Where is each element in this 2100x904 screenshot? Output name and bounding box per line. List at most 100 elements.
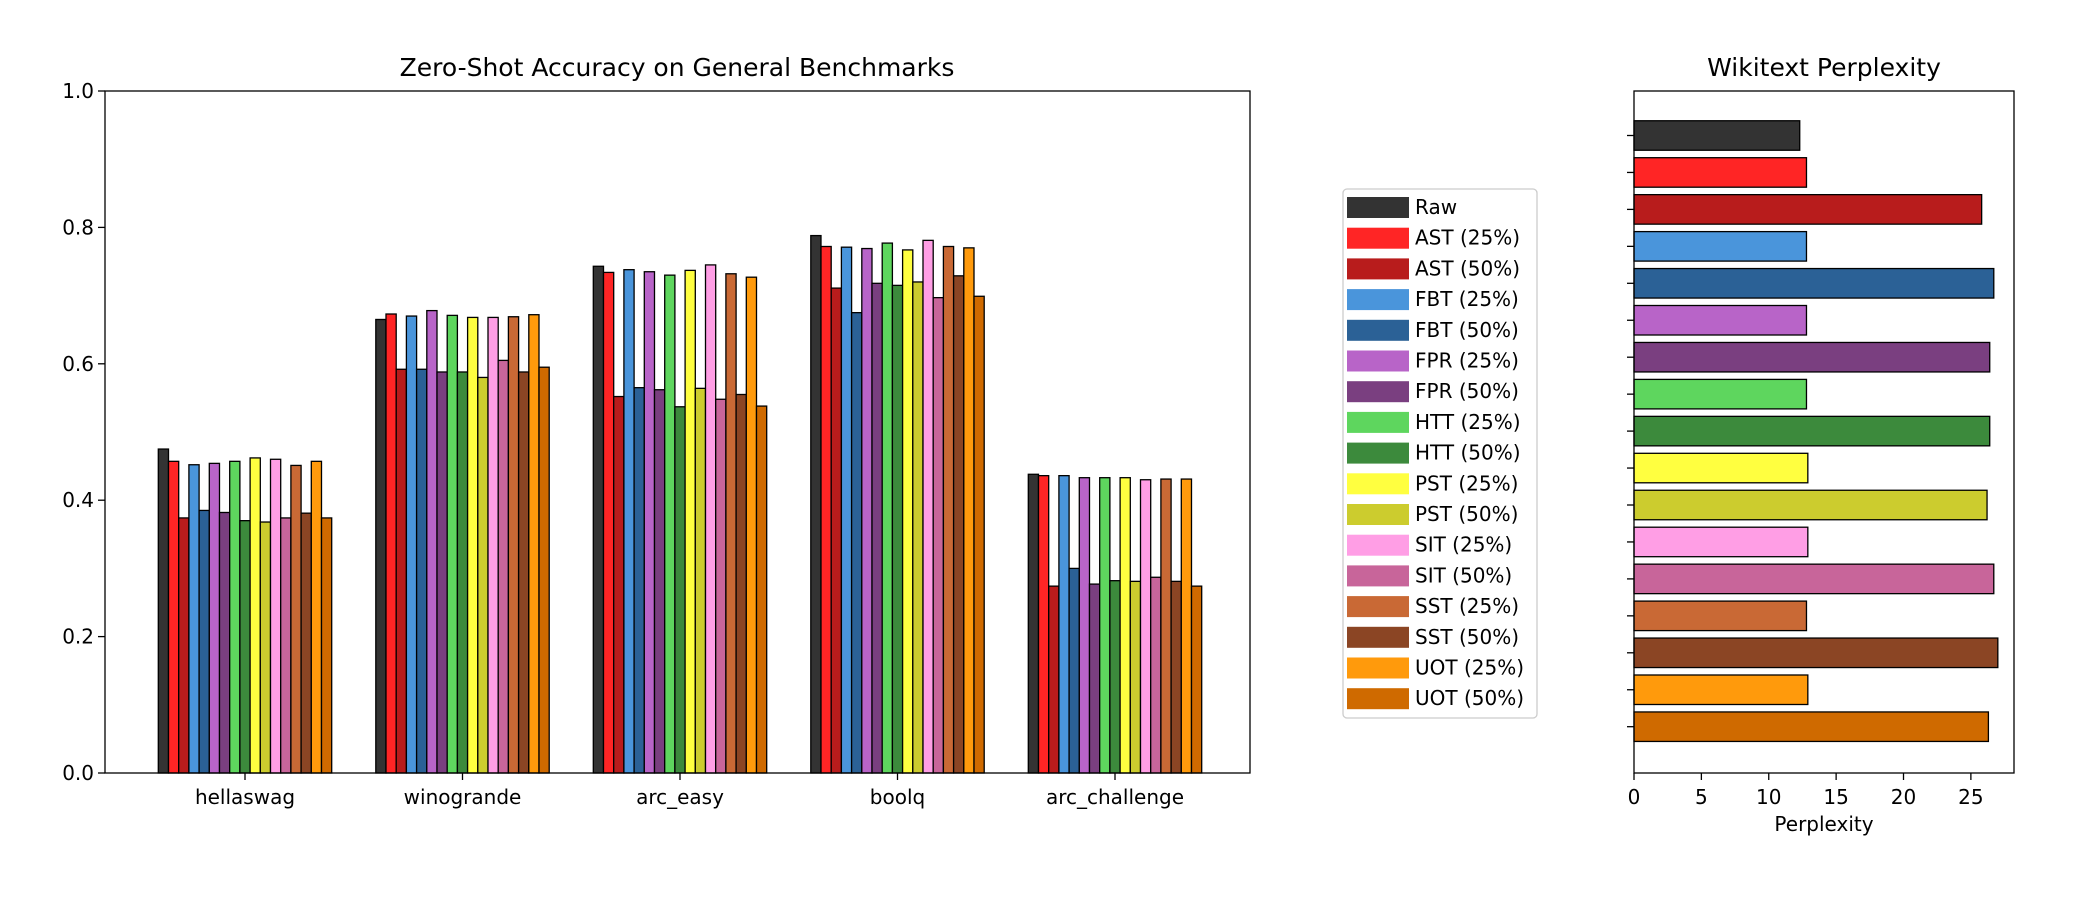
accuracy-bar — [517, 371, 530, 774]
perplexity-x-tick-label: 15 — [1823, 785, 1848, 809]
accuracy-bar — [280, 517, 292, 774]
accuracy-bar — [1139, 479, 1152, 774]
accuracy-bar — [436, 371, 448, 774]
accuracy-chart: Zero-Shot Accuracy on General Benchmarks… — [62, 53, 1251, 809]
accuracy-bar — [1170, 580, 1182, 774]
legend-swatch — [1347, 411, 1409, 433]
legend-label: HTT (25%) — [1415, 410, 1521, 434]
accuracy-bar — [643, 271, 656, 774]
legend-label: FBT (25%) — [1415, 287, 1519, 311]
perplexity-plot-frame — [1633, 90, 2015, 774]
perplexity-x-tick-label: 25 — [1958, 785, 1983, 809]
accuracy-y-tick-label: 0.8 — [62, 215, 94, 239]
accuracy-bar — [664, 274, 676, 774]
legend-swatch — [1347, 381, 1409, 403]
accuracy-bar — [820, 245, 832, 774]
accuracy-bar — [684, 269, 696, 774]
legend-swatch — [1347, 319, 1409, 341]
accuracy-bar — [1037, 474, 1050, 774]
accuracy-bar — [674, 406, 686, 774]
legend-label: FPR (50%) — [1415, 379, 1519, 403]
accuracy-bar — [973, 295, 985, 774]
legend-label: SST (50%) — [1415, 625, 1519, 649]
legend-swatch — [1347, 350, 1409, 372]
accuracy-bar — [375, 318, 387, 774]
perplexity-bar — [1633, 230, 1808, 262]
accuracy-bar — [745, 276, 758, 774]
accuracy-x-tick-label: arc_challenge — [1046, 785, 1184, 809]
perplexity-bar — [1633, 267, 1995, 299]
accuracy-bar — [592, 265, 605, 774]
perplexity-bar — [1633, 674, 1809, 706]
accuracy-bar — [218, 511, 231, 774]
legend-label: AST (25%) — [1415, 226, 1520, 250]
accuracy-y-tick-label: 0.4 — [62, 488, 94, 512]
accuracy-plot-frame — [104, 90, 1251, 774]
accuracy-y-axis: 0.0 0.2 0.4 0.6 0.8 1.0 — [62, 79, 105, 785]
legend-swatch — [1347, 227, 1409, 249]
legend-swatch — [1347, 504, 1409, 525]
accuracy-bar — [1129, 580, 1142, 774]
legend-label: SST (25%) — [1415, 594, 1519, 618]
accuracy-bar — [477, 376, 489, 774]
legend-swatch — [1347, 596, 1409, 618]
accuracy-y-tick-label: 1.0 — [62, 79, 94, 103]
perplexity-bar — [1633, 563, 1995, 595]
accuracy-bar — [1048, 585, 1060, 774]
accuracy-bar — [810, 234, 822, 774]
accuracy-bar — [466, 316, 479, 774]
accuracy-bar — [385, 313, 397, 774]
accuracy-bar — [198, 509, 210, 774]
legend-swatch — [1347, 197, 1409, 218]
accuracy-bar — [157, 448, 170, 774]
accuracy-bar — [167, 460, 180, 774]
accuracy-bar — [735, 393, 747, 774]
accuracy-bar — [290, 464, 302, 774]
legend-swatch — [1347, 565, 1409, 587]
accuracy-bar — [653, 389, 666, 774]
accuracy-bar — [830, 287, 843, 774]
perplexity-chart-title: Wikitext Perplexity — [1707, 53, 1941, 82]
accuracy-bar — [623, 269, 635, 774]
accuracy-bar — [249, 457, 261, 774]
accuracy-bar — [881, 242, 894, 774]
legend-swatch — [1347, 258, 1409, 280]
accuracy-chart-title: Zero-Shot Accuracy on General Benchmarks — [400, 53, 955, 82]
legend-label: Raw — [1415, 195, 1457, 219]
accuracy-bar — [725, 273, 737, 774]
perplexity-y-axis — [1627, 134, 1634, 728]
accuracy-bar — [497, 359, 510, 774]
accuracy-x-axis: hellaswag winogrande arc_easy boolq arc_chal… — [195, 773, 1184, 809]
accuracy-bar — [861, 247, 873, 774]
legend-label: HTT (50%) — [1415, 441, 1521, 465]
accuracy-bar — [310, 460, 323, 774]
accuracy-bar — [446, 314, 459, 774]
accuracy-bar — [704, 264, 717, 774]
perplexity-bar — [1633, 304, 1808, 336]
perplexity-bar — [1633, 452, 1809, 484]
accuracy-bar — [1180, 478, 1193, 774]
accuracy-bar — [269, 458, 282, 774]
accuracy-bar — [694, 387, 707, 774]
accuracy-bar — [1099, 477, 1111, 774]
perplexity-bar — [1633, 600, 1808, 632]
accuracy-bar — [259, 521, 272, 774]
accuracy-y-tick-label: 0.0 — [62, 761, 94, 785]
perplexity-bar — [1633, 489, 1988, 521]
perplexity-bar — [1633, 711, 1990, 743]
legend-swatch — [1347, 473, 1409, 495]
legend-swatch — [1347, 289, 1409, 311]
perplexity-x-tick-label: 0 — [1628, 785, 1641, 809]
accuracy-bar — [922, 239, 934, 774]
accuracy-bar — [1190, 585, 1203, 774]
accuracy-bar — [1058, 474, 1070, 774]
accuracy-bar — [1088, 583, 1101, 774]
legend-label: FPR (25%) — [1415, 349, 1519, 373]
accuracy-bar — [487, 316, 499, 774]
legend-swatch — [1347, 534, 1409, 556]
accuracy-bar — [871, 282, 883, 774]
accuracy-bar — [239, 520, 251, 774]
accuracy-bar — [528, 314, 540, 774]
accuracy-bar — [901, 249, 914, 774]
